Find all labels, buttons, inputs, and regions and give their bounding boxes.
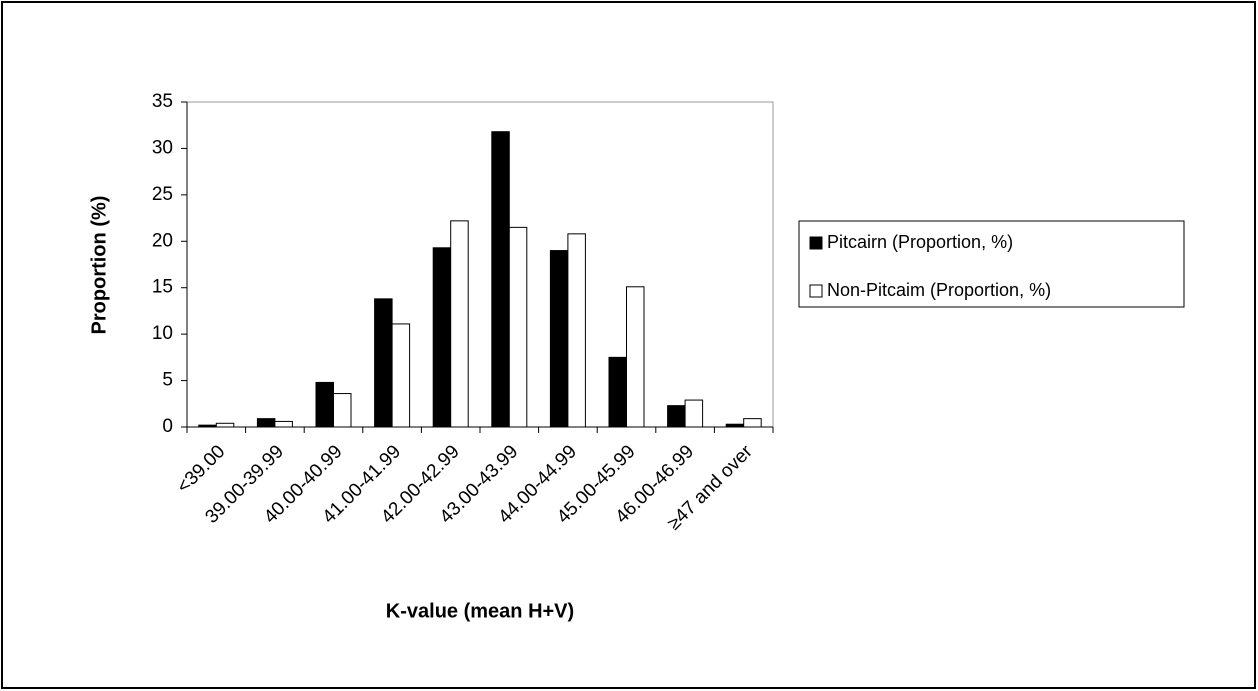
y-tick-label: 10 xyxy=(152,323,173,344)
y-tick-label: 30 xyxy=(152,137,173,158)
y-tick-label: 20 xyxy=(152,230,173,251)
legend-box xyxy=(798,220,1185,308)
y-tick-label: 35 xyxy=(152,91,173,112)
legend-swatch xyxy=(809,236,823,250)
bar xyxy=(667,405,686,428)
y-tick-label: 25 xyxy=(152,184,173,205)
x-axis-title: K-value (mean H+V) xyxy=(386,600,574,622)
bar xyxy=(743,418,762,428)
bar xyxy=(567,233,586,428)
bar xyxy=(508,226,528,428)
bar xyxy=(215,422,235,428)
bar xyxy=(391,323,411,428)
legend-label: Non-Pitcaim (Proportion, %) xyxy=(827,280,1051,300)
y-axis-title: Proportion (%) xyxy=(88,196,110,335)
bar xyxy=(684,399,704,428)
bar xyxy=(626,286,645,428)
bar xyxy=(608,356,627,428)
y-tick-label: 0 xyxy=(162,416,173,437)
legend-swatch xyxy=(809,284,823,298)
bar xyxy=(491,131,510,428)
bar xyxy=(432,247,452,428)
bar xyxy=(198,424,217,428)
bar xyxy=(549,250,569,428)
bar xyxy=(450,220,469,428)
bar xyxy=(725,423,745,428)
bar xyxy=(333,393,352,428)
bar xyxy=(315,381,334,428)
y-tick-label: 5 xyxy=(162,370,173,391)
y-tick-label: 15 xyxy=(152,277,173,298)
legend-label: Pitcairn (Proportion, %) xyxy=(827,232,1013,252)
bar xyxy=(274,420,293,428)
bar xyxy=(374,298,393,428)
bar xyxy=(256,418,276,428)
